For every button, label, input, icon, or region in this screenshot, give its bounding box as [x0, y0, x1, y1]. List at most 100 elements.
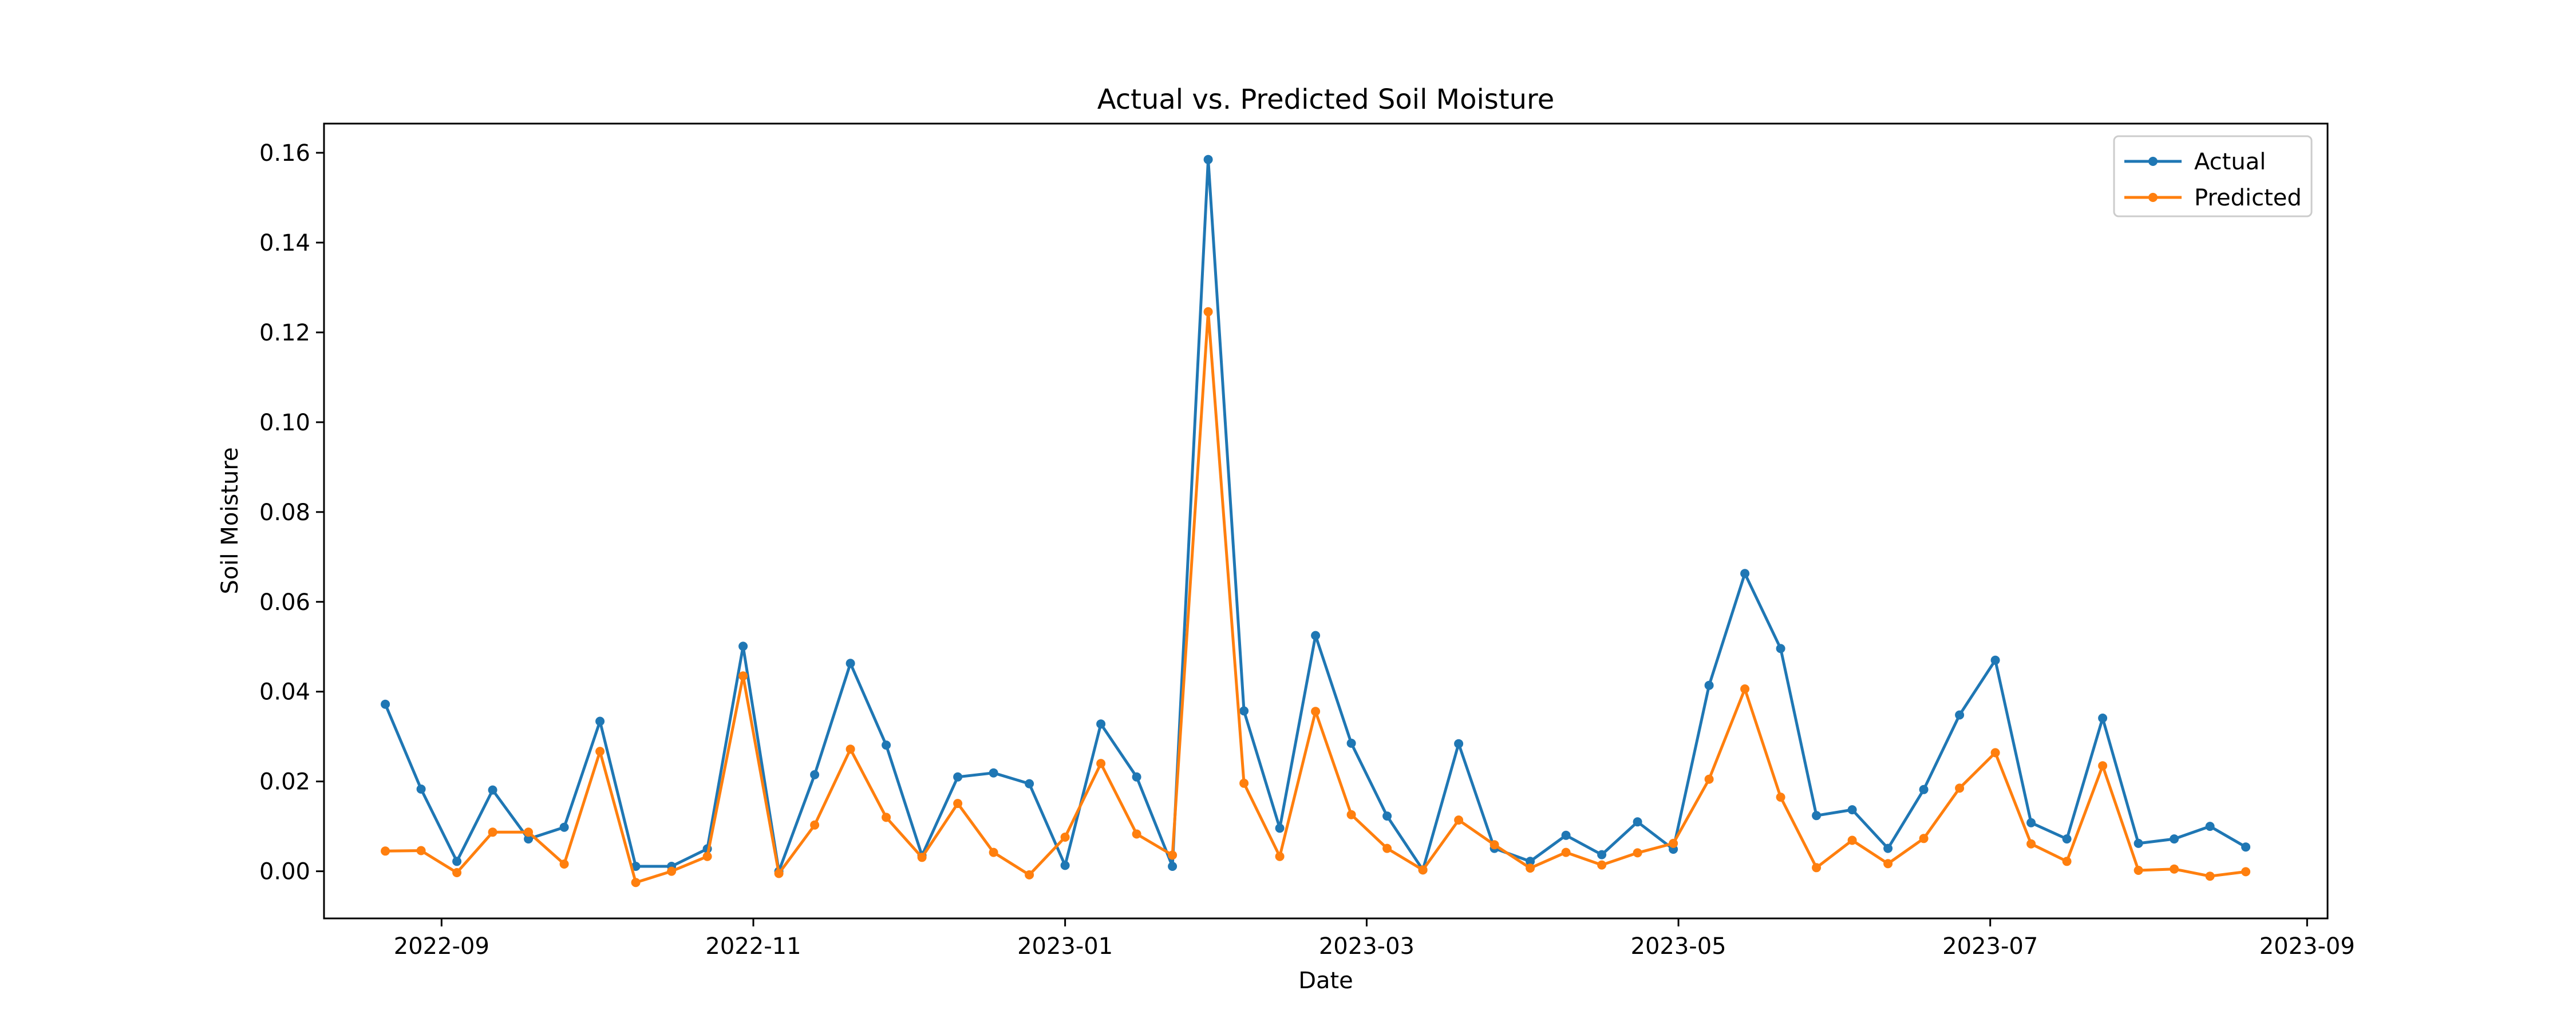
actual-data-point — [989, 768, 998, 778]
legend-actual-label: Actual — [2194, 149, 2266, 175]
predicted-data-point — [1633, 848, 1642, 858]
predicted-data-point — [1311, 707, 1321, 716]
actual-data-point — [1633, 817, 1642, 827]
predicted-data-point — [2062, 857, 2072, 866]
actual-data-point — [416, 785, 426, 794]
actual-data-point — [882, 740, 891, 750]
actual-data-point — [1812, 811, 1822, 821]
predicted-data-point — [1239, 778, 1249, 788]
actual-data-point — [1597, 850, 1607, 859]
predicted-data-point — [1382, 843, 1392, 853]
actual-data-point — [1990, 655, 2000, 665]
predicted-data-point — [416, 846, 426, 855]
actual-data-point — [1311, 631, 1321, 640]
predicted-data-point — [882, 813, 891, 822]
predicted-data-point — [1883, 859, 1893, 869]
predicted-data-point — [559, 859, 569, 869]
actual-data-point — [1561, 830, 1571, 840]
y-tick-label: 0.10 — [259, 410, 310, 436]
y-tick-label: 0.06 — [259, 589, 310, 616]
predicted-data-point — [1740, 684, 1750, 694]
actual-data-point — [1346, 738, 1356, 748]
legend-predicted-label: Predicted — [2194, 185, 2302, 211]
predicted-data-point — [1526, 863, 1535, 873]
predicted-data-point — [810, 820, 820, 830]
predicted-data-point — [2205, 871, 2215, 881]
actual-data-point — [2026, 818, 2036, 827]
predicted-data-point — [1275, 851, 1285, 861]
actual-series-line — [384, 158, 2247, 873]
actual-data-point — [1883, 843, 1893, 853]
y-tick-label: 0.02 — [259, 769, 310, 795]
legend-predicted-marker — [2148, 193, 2158, 202]
x-axis-title: Date — [1298, 968, 1353, 994]
predicted-data-point — [738, 671, 748, 681]
predicted-data-point — [1919, 834, 1929, 843]
y-tick-label: 0.04 — [259, 679, 310, 706]
predicted-data-point — [1955, 783, 1965, 793]
actual-data-point — [631, 862, 641, 871]
x-tick-label: 2022-11 — [705, 933, 801, 960]
actual-data-point — [1454, 739, 1464, 748]
predicted-data-point — [989, 847, 998, 857]
predicted-data-point — [1168, 850, 1178, 860]
actual-data-point — [2098, 714, 2108, 723]
actual-data-point — [2170, 834, 2179, 844]
x-tick-label: 2023-03 — [1319, 933, 1415, 960]
legend-actual-marker — [2148, 157, 2158, 166]
actual-data-point — [1704, 680, 1714, 690]
predicted-data-point — [702, 851, 712, 861]
predicted-data-point — [631, 878, 641, 888]
predicted-data-point — [1704, 774, 1714, 784]
actual-data-point — [524, 834, 534, 844]
actual-data-point — [1526, 857, 1535, 866]
actual-data-point — [1096, 719, 1106, 729]
actual-data-point — [846, 659, 855, 668]
predicted-data-point — [1561, 847, 1571, 857]
actual-data-point — [452, 857, 462, 866]
predicted-data-point — [488, 827, 497, 837]
predicted-data-point — [452, 868, 462, 877]
actual-data-point — [595, 716, 605, 726]
predicted-data-point — [953, 799, 963, 809]
actual-data-point — [1919, 785, 1929, 794]
x-tick-label: 2023-07 — [1942, 933, 2038, 960]
predicted-data-point — [1025, 870, 1034, 880]
actual-data-point — [1847, 805, 1857, 815]
predicted-data-point — [667, 866, 677, 876]
y-axis-title: Soil Moisture — [217, 447, 243, 595]
predicted-data-point — [2098, 761, 2108, 771]
plot-frame — [323, 122, 2329, 920]
y-tick-label: 0.12 — [259, 320, 310, 346]
plot-area — [381, 154, 2251, 888]
actual-data-point — [1025, 779, 1034, 789]
actual-data-point — [1132, 772, 1141, 782]
predicted-data-point — [524, 827, 534, 837]
actual-data-point — [1382, 811, 1392, 821]
actual-data-point — [2241, 842, 2251, 852]
x-tick-label: 2023-05 — [1631, 933, 1726, 960]
actual-data-point — [488, 785, 497, 795]
actual-data-point — [1740, 569, 1750, 579]
predicted-data-point — [1812, 863, 1822, 873]
x-tick-label: 2023-01 — [1017, 933, 1113, 960]
y-tick-label: 0.00 — [259, 859, 310, 885]
predicted-data-point — [2134, 866, 2143, 875]
predicted-data-point — [2026, 839, 2036, 849]
predicted-data-point — [1346, 810, 1356, 819]
actual-data-point — [1955, 710, 1965, 720]
actual-data-point — [1275, 823, 1285, 833]
predicted-data-point — [2170, 864, 2179, 874]
actual-data-point — [1203, 154, 1213, 164]
y-tick-label: 0.14 — [259, 230, 310, 256]
actual-data-point — [2062, 834, 2072, 844]
actual-data-point — [810, 770, 820, 779]
actual-data-point — [1776, 644, 1785, 653]
actual-data-point — [2134, 838, 2143, 848]
actual-data-point — [559, 822, 569, 832]
predicted-data-point — [1203, 307, 1213, 316]
predicted-data-point — [1669, 838, 1678, 848]
actual-data-point — [738, 641, 748, 651]
predicted-data-point — [774, 869, 784, 878]
actual-data-point — [2205, 822, 2215, 831]
